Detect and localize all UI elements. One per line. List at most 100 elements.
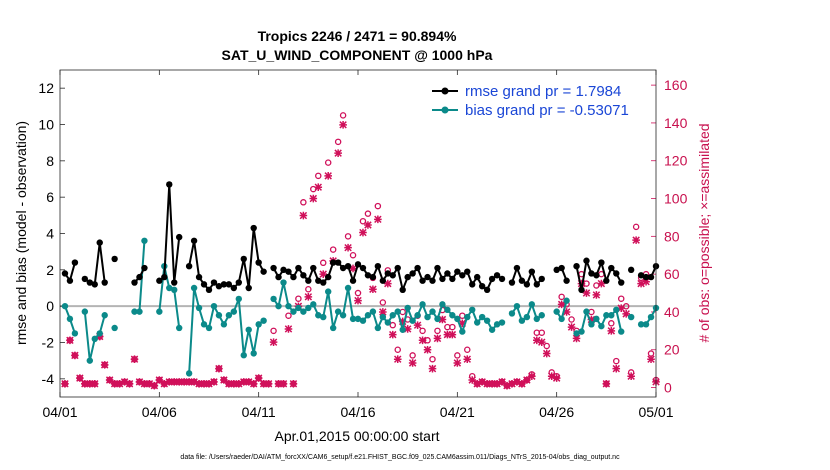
- obs-assimilated-marker: [458, 319, 467, 328]
- obs-assimilated-marker: [284, 325, 293, 333]
- bias-point: [528, 301, 536, 308]
- bias-point: [593, 315, 600, 323]
- rmse-point: [255, 259, 262, 266]
- obs-possible-marker: [409, 352, 416, 359]
- obs-assimilated-marker: [81, 379, 89, 388]
- rmse-point: [334, 259, 342, 266]
- obs-assimilated-marker: [364, 221, 372, 229]
- obs-possible-marker: [295, 295, 302, 302]
- obs-assimilated-marker: [379, 308, 387, 316]
- rmse-point: [205, 286, 213, 294]
- rmse-point: [454, 268, 461, 275]
- obs-assimilated-marker: [269, 338, 278, 346]
- obs-assimilated-marker: [299, 211, 308, 220]
- rmse-point: [474, 273, 481, 281]
- bias-point: [518, 317, 526, 324]
- bias-point: [190, 284, 198, 292]
- bias-point: [230, 308, 238, 315]
- obs-assimilated-marker: [408, 359, 417, 367]
- obs-assimilated-marker: [339, 121, 347, 129]
- obs-possible-marker: [359, 217, 367, 225]
- obs-assimilated-marker: [473, 379, 481, 388]
- rmse-point: [86, 279, 94, 286]
- bias-point: [583, 308, 590, 315]
- obs-possible-marker: [419, 327, 426, 335]
- y-axis-right-label: # of obs: o=possible; ×=assimilated: [696, 123, 712, 342]
- obs-assimilated-marker: [443, 330, 452, 339]
- bias-point: [454, 315, 461, 323]
- rmse-point: [136, 273, 143, 281]
- rmse-point: [235, 279, 242, 286]
- obs-possible-marker: [538, 329, 546, 336]
- bias-point: [205, 324, 213, 332]
- obs-assimilated-marker: [413, 321, 422, 329]
- obs-assimilated-marker: [314, 183, 323, 191]
- bias-point: [101, 312, 108, 319]
- rmse-point: [190, 237, 198, 244]
- obs-assimilated-marker: [130, 355, 139, 363]
- obs-possible-marker: [354, 289, 362, 297]
- bias-point: [598, 322, 605, 330]
- obs-assimilated-marker: [304, 293, 313, 301]
- obs-assimilated-marker: [398, 317, 407, 326]
- y-tick-label: 0: [46, 298, 54, 314]
- bias-point: [637, 321, 645, 328]
- bias-point: [339, 312, 347, 319]
- rmse-point: [419, 277, 426, 284]
- rmse-point: [558, 264, 565, 272]
- obs-possible-marker: [558, 293, 565, 301]
- y-tick-label: -2: [42, 335, 55, 351]
- rmse-point: [156, 277, 163, 284]
- bias-point: [469, 306, 476, 313]
- obs-assimilated-marker: [86, 379, 94, 388]
- obs-assimilated-marker: [180, 378, 188, 386]
- legend-rmse-marker: [441, 87, 449, 95]
- bias-point: [61, 302, 69, 310]
- obs-possible-marker: [285, 312, 292, 319]
- bias-point: [478, 313, 486, 321]
- rmse-point: [399, 286, 406, 294]
- rmse-point: [215, 282, 223, 290]
- obs-possible-marker: [334, 138, 342, 146]
- bias-point: [538, 312, 545, 319]
- rmse-point: [578, 286, 585, 294]
- bias-line-segment: [576, 308, 623, 335]
- bias-point: [483, 317, 491, 324]
- rmse-point: [409, 270, 416, 277]
- bias-point: [369, 308, 377, 315]
- bias-point: [185, 370, 193, 377]
- bias-point: [255, 321, 262, 328]
- rmse-point: [647, 273, 655, 281]
- obs-assimilated-marker: [200, 379, 208, 388]
- obs-assimilated-marker: [552, 374, 561, 382]
- rmse-point: [275, 273, 282, 281]
- rmse-point: [459, 272, 466, 279]
- obs-assimilated-marker: [622, 310, 630, 318]
- bias-point: [250, 350, 257, 357]
- rmse-point: [310, 264, 317, 272]
- bias-point: [394, 308, 401, 315]
- rmse-point: [185, 263, 193, 270]
- rmse-point: [349, 277, 357, 284]
- obs-assimilated-marker: [359, 228, 367, 237]
- bias-point: [334, 308, 342, 315]
- y-tick-label: 6: [46, 189, 54, 205]
- obs-possible-marker: [464, 346, 471, 353]
- obs-possible-marker: [613, 357, 620, 365]
- bias-point: [176, 324, 183, 332]
- rmse-point: [414, 264, 421, 272]
- rmse-point: [573, 263, 580, 270]
- rmse-point: [523, 281, 531, 288]
- rmse-point: [538, 275, 545, 283]
- y-tick-label: 10: [38, 117, 54, 133]
- rmse-point: [449, 275, 456, 283]
- rmse-point: [469, 281, 476, 288]
- rmse-point: [598, 259, 605, 266]
- obs-assimilated-marker: [254, 374, 263, 382]
- obs-possible-marker: [374, 202, 382, 210]
- rmse-point: [91, 281, 98, 288]
- bias-point: [488, 326, 496, 333]
- bias-point: [131, 308, 138, 315]
- legend-box: [428, 78, 650, 122]
